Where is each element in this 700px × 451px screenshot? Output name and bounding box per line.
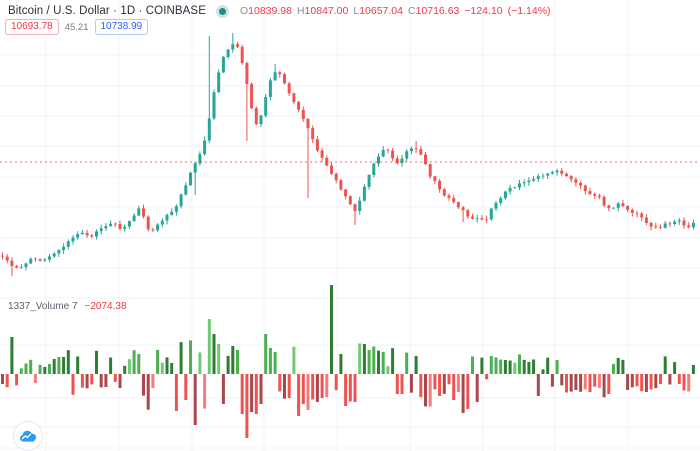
volume-indicator-value: −2074.38: [84, 301, 127, 312]
volume-indicator-row: 1337_Volume 7 −2074.38: [8, 301, 127, 312]
market-status-icon: [218, 7, 226, 15]
spread-value: 45.21: [64, 21, 89, 33]
symbol-title[interactable]: Bitcoin / U.S. Dollar · 1D · COINBASE: [8, 5, 206, 17]
chart-header: Bitcoin / U.S. Dollar · 1D · COINBASE O1…: [8, 5, 551, 17]
ohlc-readout: O10839.98 H10847.00 L10657.04 C10716.63 …: [240, 5, 551, 17]
volume-indicator-title[interactable]: 1337_Volume 7: [8, 301, 78, 312]
ohlc-change: −124.10: [464, 5, 503, 17]
ohlc-open: O10839.98: [239, 5, 292, 17]
tradingview-logo-button[interactable]: [13, 421, 43, 451]
ohlc-change-pct: (−1.14%): [507, 5, 551, 17]
sell-price-button[interactable]: 10693.78: [5, 19, 59, 35]
ohlc-low: L10657.04: [353, 5, 403, 17]
ohlc-close: C10716.63: [407, 5, 460, 17]
bid-ask-row: 10693.78 45.21 10738.99: [5, 19, 149, 35]
buy-price-button[interactable]: 10738.99: [94, 19, 149, 35]
ohlc-high: H10847.00: [296, 5, 349, 17]
tradingview-cloud-icon: [20, 430, 36, 442]
